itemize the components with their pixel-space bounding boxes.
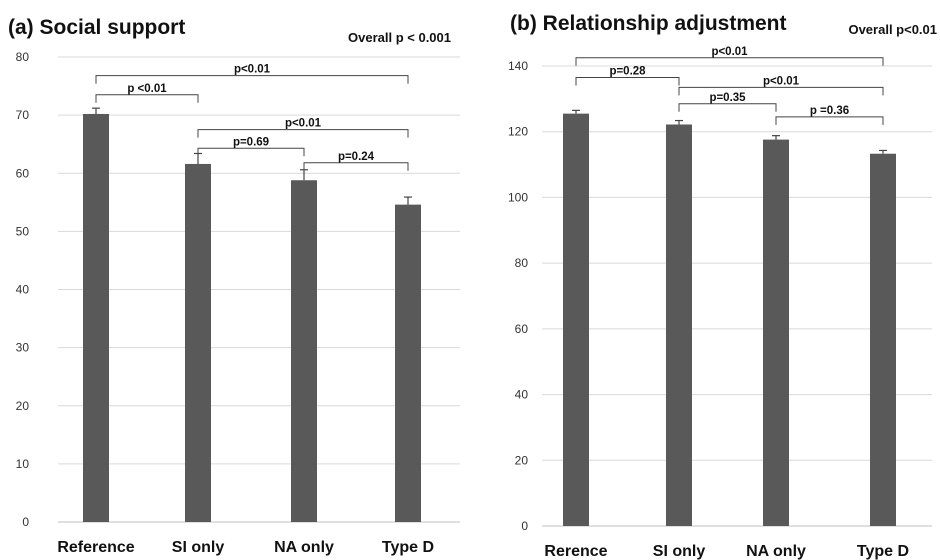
significance-bracket (775, 116, 884, 125)
y-tick-label: 80 (515, 256, 529, 270)
bar (185, 163, 211, 522)
significance-bracket (575, 57, 884, 66)
significance-label: p=0.24 (338, 151, 375, 163)
significance-label: p<0.01 (234, 64, 271, 76)
significance-label: p<0.01 (711, 46, 748, 58)
x-category-label: Rerence (544, 543, 607, 560)
chart-title: (b) Relationship adjustment (510, 12, 787, 35)
error-bar (879, 149, 887, 154)
y-tick-label: 50 (16, 224, 30, 238)
bar (763, 139, 789, 526)
significance-bracket (197, 129, 409, 138)
x-category-label: NA only (746, 543, 806, 560)
y-tick-label: 40 (515, 388, 529, 402)
bar (563, 113, 589, 527)
significance-label: p=0.35 (709, 92, 746, 104)
x-category-label: NA only (274, 539, 334, 556)
y-tick-label: 0 (22, 515, 29, 529)
y-tick-label: 100 (508, 190, 528, 204)
significance-label: p=0.28 (609, 66, 646, 78)
significance-label: p =0.36 (810, 105, 849, 117)
significance-label: p<0.01 (763, 75, 800, 87)
error-bar (572, 109, 580, 114)
y-tick-label: 70 (16, 108, 30, 122)
significance-label: p <0.01 (127, 83, 167, 95)
x-category-label: Type D (382, 539, 434, 556)
bar (291, 180, 317, 522)
significance-bracket (678, 86, 884, 96)
bar (395, 204, 421, 522)
chart-social-support: (a) Social support Overall p < 0.001 0 10 20… (8, 16, 460, 556)
y-tick-label: 80 (16, 50, 30, 64)
y-tick-label: 60 (515, 322, 529, 336)
error-bar (772, 135, 780, 140)
overall-p-value: Overall p < 0.001 (348, 30, 451, 45)
y-tick-label: 30 (16, 341, 30, 355)
y-tick-label: 20 (16, 399, 30, 413)
bar (870, 153, 896, 526)
overall-p-value: Overall p<0.01 (848, 22, 937, 37)
y-tick-label: 40 (16, 283, 30, 297)
y-tick-label: 120 (508, 125, 528, 139)
error-bar (675, 119, 683, 125)
error-bar (92, 107, 100, 114)
y-tick-label: 10 (16, 457, 30, 471)
significance-bracket (197, 147, 305, 157)
significance-bracket (303, 162, 409, 171)
x-category-label: SI only (172, 539, 225, 556)
y-tick-label: 20 (515, 453, 529, 467)
significance-bracket (575, 77, 680, 86)
significance-label: p<0.01 (285, 118, 322, 130)
error-bar (300, 169, 308, 181)
y-tick-label: 60 (16, 166, 30, 180)
bar (83, 113, 109, 523)
chart-title: (a) Social support (8, 16, 185, 39)
y-tick-label: 0 (521, 519, 528, 533)
significance-bracket (95, 75, 409, 84)
x-category-label: Reference (57, 539, 134, 556)
y-tick-label: 140 (508, 59, 528, 73)
significance-label: p=0.69 (233, 136, 269, 148)
error-bar (404, 196, 412, 205)
x-category-label: Type D (857, 543, 909, 560)
significance-bracket (678, 103, 777, 112)
chart-relationship-adjustment: (b) Relationship adjustment Overall p<0.0… (508, 12, 937, 560)
significance-bracket (95, 94, 199, 103)
x-category-label: SI only (653, 543, 706, 560)
bar (666, 124, 692, 526)
